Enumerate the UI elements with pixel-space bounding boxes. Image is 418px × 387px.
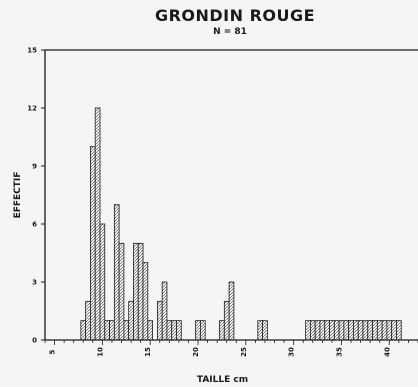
- bar: [372, 320, 378, 341]
- y-tick-label: 3: [32, 279, 37, 287]
- bar: [200, 320, 206, 341]
- bar: [319, 320, 326, 341]
- bar: [161, 281, 168, 341]
- chart-subtitle: N = 81: [213, 27, 247, 37]
- x-tick-label: 5: [49, 349, 57, 354]
- y-tick-label: 6: [32, 221, 37, 229]
- bar: [386, 320, 393, 341]
- bar: [305, 320, 311, 341]
- bar: [133, 242, 139, 341]
- bar: [333, 320, 340, 341]
- bar: [128, 300, 134, 341]
- x-tick-label: 40: [383, 347, 391, 357]
- bar: [123, 320, 130, 341]
- bar: [257, 320, 263, 341]
- bar: [367, 320, 373, 341]
- bar: [171, 320, 177, 341]
- bar: [396, 320, 402, 341]
- bar: [195, 320, 201, 341]
- x-tick-label: 30: [288, 347, 296, 357]
- bar: [310, 320, 316, 341]
- bar: [329, 320, 335, 341]
- bar: [118, 242, 125, 341]
- x-tick-label: 35: [335, 347, 343, 357]
- bar: [166, 320, 173, 341]
- bar: [156, 300, 163, 341]
- bar: [391, 320, 397, 341]
- y-axis-title: EFFECTIF: [13, 172, 23, 219]
- bar: [357, 320, 364, 341]
- bar: [376, 320, 383, 341]
- bar: [80, 320, 87, 341]
- bar: [262, 320, 268, 341]
- bar: [338, 320, 345, 341]
- y-tick-label: 12: [27, 105, 37, 113]
- bar: [94, 107, 101, 341]
- bar: [381, 320, 388, 341]
- y-tick-label: 9: [32, 163, 37, 171]
- x-tick-label: 25: [240, 347, 248, 357]
- y-tick-label: 0: [32, 337, 37, 345]
- bar: [176, 320, 182, 341]
- bar: [113, 204, 120, 341]
- bar: [85, 300, 91, 341]
- bar: [99, 223, 106, 341]
- bar: [109, 320, 115, 341]
- bar: [353, 320, 359, 341]
- bar: [362, 320, 369, 341]
- bar: [223, 300, 230, 341]
- bar: [147, 320, 153, 341]
- bar: [228, 281, 235, 341]
- chart-title: GRONDIN ROUGE: [154, 6, 316, 25]
- bar: [348, 320, 354, 341]
- x-axis-title: TAILLE cm: [197, 375, 248, 385]
- bar: [137, 242, 144, 341]
- x-tick-label: 20: [192, 347, 200, 357]
- bar: [314, 320, 321, 341]
- y-tick-label: 15: [27, 47, 37, 55]
- bar: [219, 320, 225, 341]
- bar: [324, 320, 330, 341]
- bar: [142, 262, 149, 341]
- x-tick-label: 15: [144, 347, 152, 357]
- bar: [104, 320, 110, 341]
- x-tick-label: 10: [96, 347, 104, 357]
- bar: [343, 320, 350, 341]
- bar: [90, 146, 96, 341]
